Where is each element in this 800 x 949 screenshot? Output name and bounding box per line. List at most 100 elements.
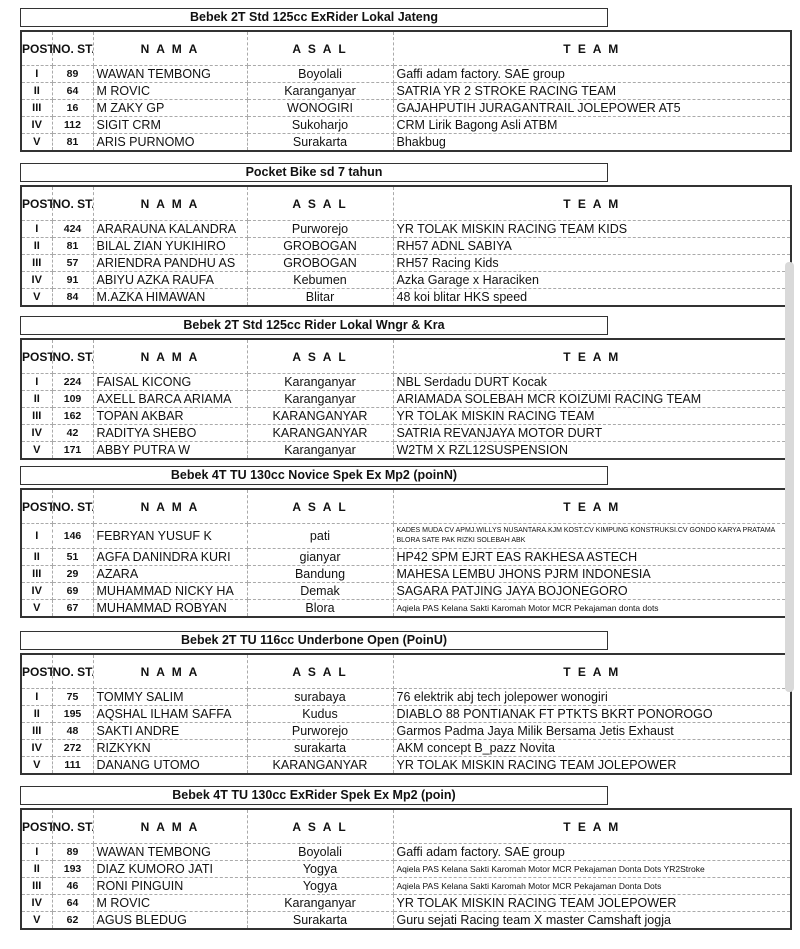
cell-no: 46: [51, 877, 94, 895]
header-nama: N A M A: [92, 808, 248, 844]
cell-asal: Boyolali: [246, 843, 394, 861]
cell-nama: AQSHAL ILHAM SAFFA: [92, 705, 248, 723]
table-row: V 171 ABBY PUTRA W Karanganyar W2TM X RZL12S…: [20, 441, 792, 460]
table-row: II 193 DIAZ KUMORO JATI Yogya Aqiela PAS Kel…: [20, 860, 792, 878]
cell-no: 424: [51, 220, 94, 238]
cell-asal: Karanganyar: [246, 441, 394, 460]
header-asal: A S A L: [246, 185, 394, 221]
cell-nama: AGUS BLEDUG: [92, 911, 248, 930]
cell-asal: Yogya: [246, 877, 394, 895]
cell-nama: TOPAN AKBAR: [92, 407, 248, 425]
header-pos: POST: [20, 808, 53, 844]
cell-pos: I: [20, 688, 53, 706]
cell-team: RH57 Racing Kids: [392, 254, 792, 272]
cell-team: AKM concept B_pazz Novita: [392, 739, 792, 757]
cell-pos: I: [20, 523, 53, 549]
cell-pos: IV: [20, 739, 53, 757]
table-row: III 29 AZARA Bandung MAHESA LEMBU JHONS PJRM…: [20, 565, 792, 583]
header-no: NO. START: [51, 808, 94, 844]
cell-pos: II: [20, 82, 53, 100]
cell-no: 112: [51, 116, 94, 134]
cell-pos: III: [20, 254, 53, 272]
cell-nama: RIZKYKN: [92, 739, 248, 757]
cell-team: Gaffi adam factory. SAE group: [392, 843, 792, 861]
race-class-section: Bebek 2T Std 125cc ExRider Lokal Jateng P…: [20, 8, 792, 152]
cell-no: 146: [51, 523, 94, 549]
cell-asal: GROBOGAN: [246, 254, 394, 272]
cell-asal: surakarta: [246, 739, 394, 757]
cell-team: Garmos Padma Jaya Milik Bersama Jetis Ex…: [392, 722, 792, 740]
cell-nama: FAISAL KICONG: [92, 373, 248, 391]
cell-team: 76 elektrik abj tech jolepower wonogiri: [392, 688, 792, 706]
cell-team: 48 koi blitar HKS speed: [392, 288, 792, 307]
cell-asal: gianyar: [246, 548, 394, 566]
cell-no: 57: [51, 254, 94, 272]
cell-team: ARIAMADA SOLEBAH MCR KOIZUMI RACING TEAM: [392, 390, 792, 408]
cell-pos: III: [20, 565, 53, 583]
cell-nama: ARIS PURNOMO: [92, 133, 248, 152]
cell-no: 91: [51, 271, 94, 289]
cell-team: DIABLO 88 PONTIANAK FT PTKTS BKRT PONORO…: [392, 705, 792, 723]
cell-team: Aqiela PAS Kelana Sakti Karomah Motor MC…: [392, 860, 792, 878]
header-team: T E A M: [392, 653, 792, 689]
cell-asal: Yogya: [246, 860, 394, 878]
cell-pos: I: [20, 843, 53, 861]
cell-pos: IV: [20, 894, 53, 912]
cell-nama: DIAZ KUMORO JATI: [92, 860, 248, 878]
cell-no: 69: [51, 582, 94, 600]
cell-no: 272: [51, 739, 94, 757]
cell-asal: GROBOGAN: [246, 237, 394, 255]
class-title: Bebek 4T TU 130cc ExRider Spek Ex Mp2 (p…: [20, 786, 608, 805]
cell-no: 42: [51, 424, 94, 442]
cell-asal: Sukoharjo: [246, 116, 394, 134]
cell-pos: V: [20, 133, 53, 152]
header-pos: POST: [20, 653, 53, 689]
cell-nama: ABBY PUTRA W: [92, 441, 248, 460]
cell-team: Bhakbug: [392, 133, 792, 152]
table-row: II 109 AXELL BARCA ARIAMA Karanganyar ARIAMA…: [20, 390, 792, 408]
cell-no: 224: [51, 373, 94, 391]
cell-asal: Kudus: [246, 705, 394, 723]
table-row: III 48 SAKTI ANDRE Purworejo Garmos Padma Ja…: [20, 722, 792, 740]
cell-asal: Surakarta: [246, 133, 394, 152]
race-class-section: Bebek 4T TU 130cc Novice Spek Ex Mp2 (po…: [20, 466, 792, 618]
header-asal: A S A L: [246, 653, 394, 689]
cell-no: 162: [51, 407, 94, 425]
scrollbar[interactable]: [785, 262, 794, 692]
cell-pos: V: [20, 599, 53, 618]
cell-nama: AZARA: [92, 565, 248, 583]
class-title: Bebek 2T Std 125cc Rider Lokal Wngr & Kr…: [20, 316, 608, 335]
cell-team: YR TOLAK MISKIN RACING TEAM KIDS: [392, 220, 792, 238]
table-row: II 81 BILAL ZIAN YUKIHIRO GROBOGAN RH57 ADNL…: [20, 237, 792, 255]
cell-nama: FEBRYAN YUSUF K: [92, 523, 248, 549]
cell-asal: Karanganyar: [246, 373, 394, 391]
table-row: V 62 AGUS BLEDUG Surakarta Guru sejati Racin…: [20, 911, 792, 930]
cell-asal: Boyolali: [246, 65, 394, 83]
cell-pos: V: [20, 441, 53, 460]
cell-asal: KARANGANYAR: [246, 756, 394, 775]
cell-asal: Karanganyar: [246, 894, 394, 912]
cell-nama: WAWAN TEMBONG: [92, 843, 248, 861]
cell-no: 111: [51, 756, 94, 775]
table-row: IV 272 RIZKYKN surakarta AKM concept B_pazz …: [20, 739, 792, 757]
cell-nama: ARIENDRA PANDHU AS: [92, 254, 248, 272]
table-row: I 75 TOMMY SALIM surabaya 76 elektrik abj te…: [20, 688, 792, 706]
cell-team: MAHESA LEMBU JHONS PJRM INDONESIA: [392, 565, 792, 583]
cell-pos: II: [20, 860, 53, 878]
cell-pos: II: [20, 705, 53, 723]
cell-pos: V: [20, 756, 53, 775]
header-no: NO. START: [51, 338, 94, 374]
cell-nama: M ROVIC: [92, 894, 248, 912]
table-row: III 46 RONI PINGUIN Yogya Aqiela PAS Kelana …: [20, 877, 792, 895]
cell-team: Aqiela PAS Kelana Sakti Karomah Motor MC…: [392, 877, 792, 895]
cell-no: 67: [51, 599, 94, 618]
class-title: Bebek 2T Std 125cc ExRider Lokal Jateng: [20, 8, 608, 27]
cell-team: NBL Serdadu DURT Kocak: [392, 373, 792, 391]
cell-team: SATRIA REVANJAYA MOTOR DURT: [392, 424, 792, 442]
table-row: III 162 TOPAN AKBAR KARANGANYAR YR TOLAK MIS…: [20, 407, 792, 425]
cell-asal: Purworejo: [246, 722, 394, 740]
